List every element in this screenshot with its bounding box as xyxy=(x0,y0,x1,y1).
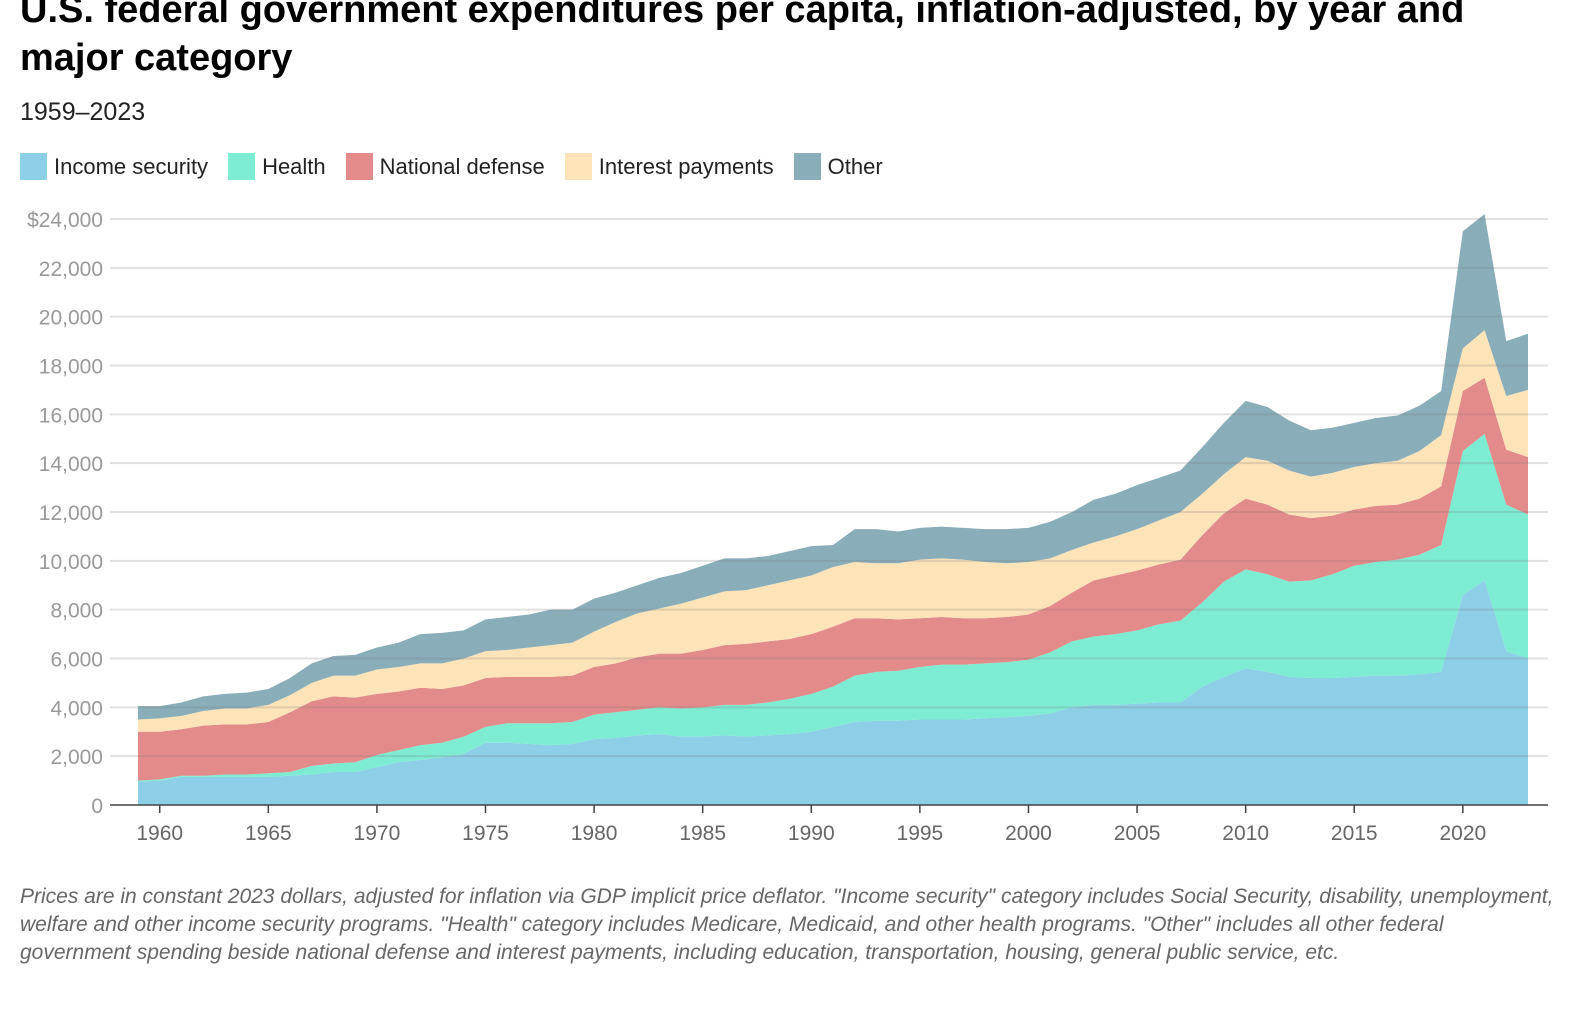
x-axis: 1960 1965 1970 1975 1980 1985 1990 1995 2000 2005… xyxy=(136,805,1486,845)
x-tick-label: 1995 xyxy=(897,822,944,845)
legend-label: Health xyxy=(262,153,326,179)
x-tick-label: 2005 xyxy=(1114,822,1161,845)
x-tick-label: 2010 xyxy=(1222,822,1269,845)
legend-item-income-security: Income security xyxy=(20,153,208,180)
y-tick-label: $24,000 xyxy=(27,209,103,232)
x-tick-label: 1985 xyxy=(679,822,726,845)
legend-label: Other xyxy=(827,153,883,179)
y-tick-label: 16,000 xyxy=(39,404,103,427)
y-tick-label: 12,000 xyxy=(39,502,103,525)
y-tick-label: 4,000 xyxy=(50,697,103,720)
gridlines xyxy=(110,218,1548,806)
y-tick-label: 2,000 xyxy=(50,746,103,769)
legend-swatch xyxy=(228,153,256,180)
x-tick-label: 1960 xyxy=(136,822,183,845)
chart-title: U.S. federal government expenditures per… xyxy=(20,0,1465,79)
x-tick-label: 1990 xyxy=(788,822,835,845)
x-tick-label: 2020 xyxy=(1439,822,1486,845)
legend-item-national-defense: National defense xyxy=(345,153,545,180)
x-tick-label: 1965 xyxy=(245,822,292,845)
area-health xyxy=(138,433,1528,782)
x-tick-label: 1970 xyxy=(354,822,401,845)
legend-label: National defense xyxy=(379,153,545,179)
y-tick-label: 10,000 xyxy=(39,551,103,574)
x-tick-label: 2015 xyxy=(1331,822,1378,845)
y-tick-label: 22,000 xyxy=(39,258,103,281)
y-axis: 0 2,000 4,000 6,000 8,000 10,000 12,000 14,000 1… xyxy=(27,209,103,818)
legend-item-health: Health xyxy=(228,153,326,180)
legend-swatch xyxy=(345,153,373,180)
footnote: Prices are in constant 2023 dollars, adj… xyxy=(20,885,1554,964)
x-tick-label: 1975 xyxy=(462,822,509,845)
area-income-security xyxy=(138,580,1528,805)
legend-swatch xyxy=(20,153,47,180)
legend-item-other: Other xyxy=(793,153,883,180)
y-tick-label: 0 xyxy=(91,795,103,818)
legend-swatch xyxy=(793,153,821,180)
y-tick-label: 14,000 xyxy=(39,453,103,476)
y-tick-label: 8,000 xyxy=(50,600,103,623)
area-national-defense xyxy=(138,377,1528,781)
areas xyxy=(138,214,1528,805)
legend: Income security Health National defense … xyxy=(20,153,883,180)
x-tick-label: 1980 xyxy=(571,822,618,845)
y-tick-label: 18,000 xyxy=(39,356,103,379)
y-tick-label: 20,000 xyxy=(39,307,103,330)
legend-item-interest-payments: Interest payments xyxy=(564,153,774,180)
x-tick-label: 2000 xyxy=(1005,822,1052,845)
chart-subtitle: 1959–2023 xyxy=(20,98,146,126)
legend-swatch xyxy=(564,153,592,180)
legend-label: Income security xyxy=(54,153,209,179)
y-tick-label: 6,000 xyxy=(50,649,103,672)
legend-label: Interest payments xyxy=(598,153,774,179)
